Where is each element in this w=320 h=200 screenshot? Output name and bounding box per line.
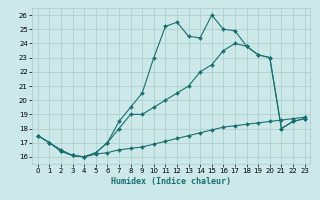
X-axis label: Humidex (Indice chaleur): Humidex (Indice chaleur) xyxy=(111,177,231,186)
